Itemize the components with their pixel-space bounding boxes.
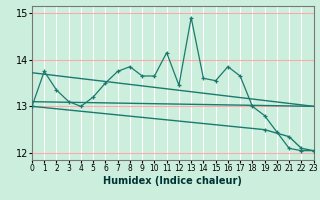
X-axis label: Humidex (Indice chaleur): Humidex (Indice chaleur) xyxy=(103,176,242,186)
